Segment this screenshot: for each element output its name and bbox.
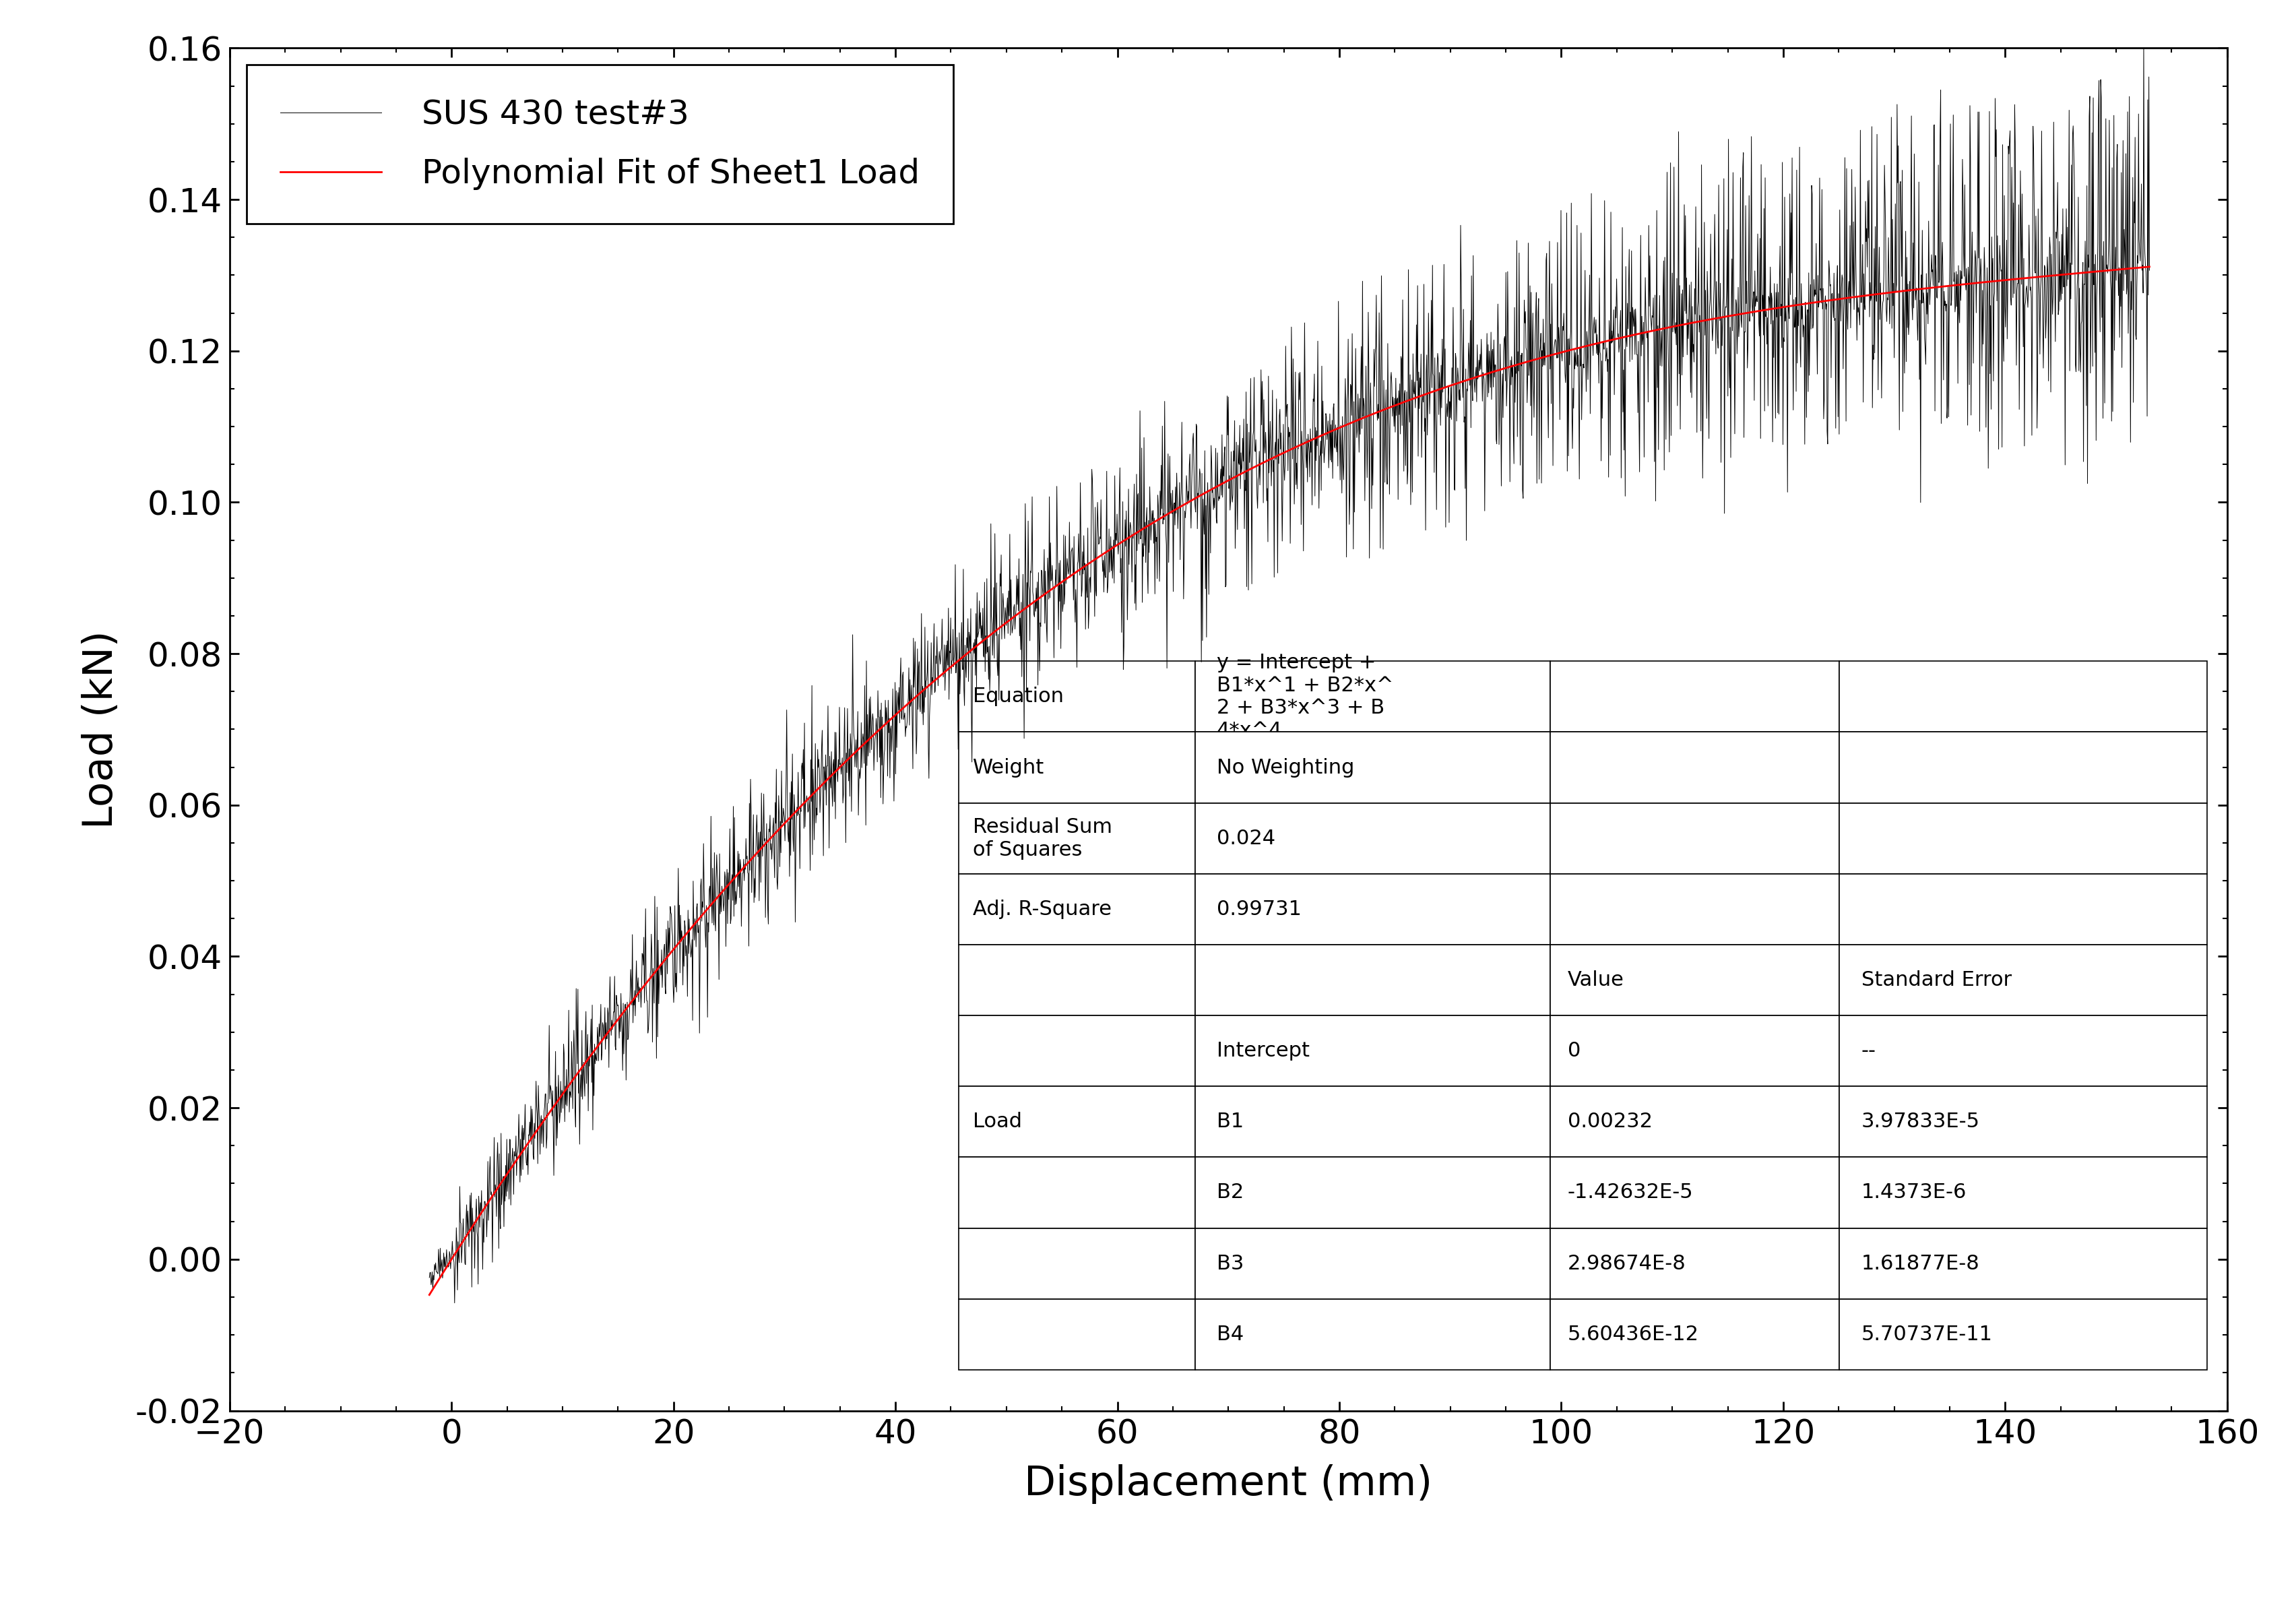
Polynomial Fit of Sheet1 Load: [1596, 330, 1623, 349]
SUS 430 test#3: [2103, 271, 2131, 290]
Polynomial Fit of Sheet1 Load: [1111, 531, 1139, 550]
SUS 430 test#3: [416, 1268, 443, 1287]
Polynomial Fit of Sheet1 Load: [416, 1286, 443, 1305]
Line: Polynomial Fit of Sheet1 Load: Polynomial Fit of Sheet1 Load: [429, 266, 2149, 1295]
Polynomial Fit of Sheet1 Load: [1756, 300, 1784, 319]
Polynomial Fit of Sheet1 Load: [590, 1028, 618, 1047]
SUS 430 test#3: [1917, 268, 1945, 287]
Y-axis label: Load (kN): Load (kN): [80, 630, 122, 829]
SUS 430 test#3: [2135, 261, 2163, 281]
SUS 430 test#3: [714, 862, 742, 882]
Polynomial Fit of Sheet1 Load: [1173, 494, 1201, 513]
Line: SUS 430 test#3: SUS 430 test#3: [429, 45, 2149, 1303]
X-axis label: Displacement (mm): Displacement (mm): [1024, 1465, 1433, 1504]
Legend: SUS 430 test#3, Polynomial Fit of Sheet1 Load: SUS 430 test#3, Polynomial Fit of Sheet1…: [246, 66, 953, 224]
SUS 430 test#3: [2131, 35, 2158, 55]
SUS 430 test#3: [1077, 569, 1104, 588]
Polynomial Fit of Sheet1 Load: [1789, 295, 1816, 314]
Polynomial Fit of Sheet1 Load: [2135, 256, 2163, 276]
SUS 430 test#3: [613, 1071, 641, 1090]
SUS 430 test#3: [441, 1294, 468, 1313]
SUS 430 test#3: [1150, 510, 1178, 529]
